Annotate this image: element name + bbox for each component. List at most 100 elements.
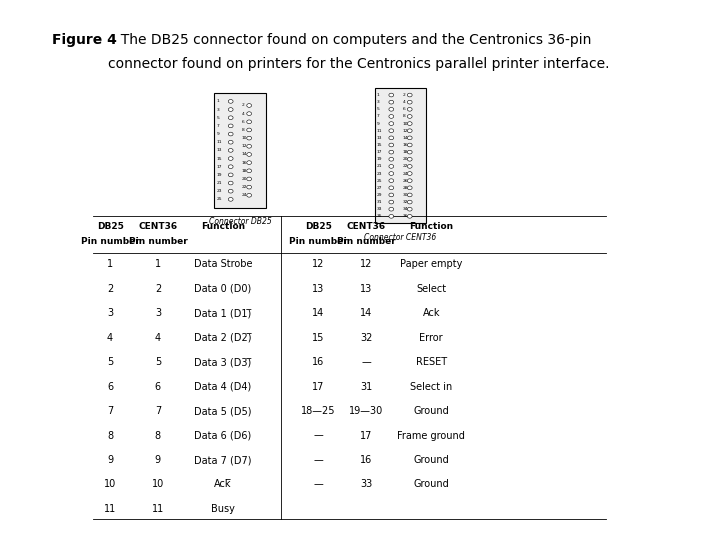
Circle shape [408,214,412,218]
Text: 36: 36 [402,214,408,218]
Text: 1: 1 [155,259,161,269]
Text: 8: 8 [242,128,245,132]
Text: 33: 33 [377,207,382,211]
Circle shape [389,207,394,211]
Text: 11: 11 [152,504,164,514]
Text: 29: 29 [377,193,382,197]
Text: Ground: Ground [413,406,449,416]
Text: Data 0 (D0): Data 0 (D0) [194,284,251,294]
Text: 11: 11 [377,129,382,133]
Circle shape [389,100,394,104]
Circle shape [408,150,412,154]
Text: 8: 8 [402,114,405,118]
Text: 4: 4 [155,333,161,343]
Text: 32: 32 [402,200,408,204]
Text: Error: Error [420,333,443,343]
Text: 1: 1 [107,259,113,269]
Text: 9: 9 [216,132,219,136]
Circle shape [389,114,394,118]
Text: 12: 12 [312,259,325,269]
Text: Pin number: Pin number [129,237,187,246]
Text: 17: 17 [216,165,222,168]
Text: Data Strobe: Data Strobe [194,259,252,269]
Text: 5: 5 [107,357,113,367]
Text: 19: 19 [377,157,382,161]
Circle shape [228,107,233,111]
Bar [215,93,266,207]
Text: CENT36: CENT36 [347,222,386,231]
Text: Ground: Ground [413,480,449,489]
Text: 5: 5 [377,107,380,111]
Bar [375,88,426,224]
Text: Pin number: Pin number [289,237,348,246]
Text: —: — [314,480,323,489]
Text: —: — [314,455,323,465]
Text: 3: 3 [216,107,219,112]
Text: Function: Function [409,222,454,231]
Circle shape [408,129,412,133]
Text: 15: 15 [377,143,382,147]
Text: Data 4 (D4): Data 4 (D4) [194,382,251,392]
Text: connector found on printers for the Centronics parallel printer interface.: connector found on printers for the Cent… [108,57,610,71]
Text: 7: 7 [155,406,161,416]
Text: —: — [314,430,323,441]
Text: 10: 10 [402,122,408,126]
Text: 19: 19 [216,173,222,177]
Text: 17: 17 [377,150,382,154]
Text: 28: 28 [402,186,408,190]
Text: Data 3 (D3)̅: Data 3 (D3)̅ [194,357,251,367]
Circle shape [247,169,251,173]
Text: Select: Select [416,284,446,294]
Text: 23: 23 [377,172,382,176]
Text: 17: 17 [360,430,372,441]
Text: 18—25: 18—25 [301,406,336,416]
Text: 18: 18 [242,169,248,173]
Circle shape [408,157,412,161]
Text: 22: 22 [402,164,408,168]
Text: 10: 10 [152,480,164,489]
Text: 14: 14 [242,152,248,157]
Circle shape [228,124,233,128]
Circle shape [389,107,394,111]
Text: 17: 17 [312,382,325,392]
Text: Connector DB25: Connector DB25 [209,217,271,226]
Circle shape [228,99,233,103]
Text: 2: 2 [155,284,161,294]
Circle shape [408,172,412,176]
Circle shape [389,179,394,183]
Text: 22: 22 [242,185,248,189]
Circle shape [228,116,233,119]
Text: Data 7 (D7): Data 7 (D7) [194,455,251,465]
Text: 13: 13 [377,136,382,140]
Text: 24: 24 [402,172,408,176]
Text: 16: 16 [242,160,248,165]
Circle shape [389,193,394,197]
Text: 16: 16 [360,455,372,465]
Text: 2: 2 [402,93,405,97]
Text: 12: 12 [402,129,408,133]
Text: 12: 12 [360,259,372,269]
Circle shape [408,193,412,197]
Circle shape [389,143,394,147]
Circle shape [247,136,251,140]
Text: RESET: RESET [415,357,447,367]
Text: 14: 14 [360,308,372,318]
Text: 1: 1 [216,99,219,103]
Text: 13: 13 [216,148,222,152]
Text: 10: 10 [104,480,116,489]
Text: Ground: Ground [413,455,449,465]
Text: 1: 1 [377,93,379,97]
Circle shape [389,157,394,161]
Text: The DB25 connector found on computers and the Centronics 36-pin: The DB25 connector found on computers an… [112,33,592,48]
Text: Pin number: Pin number [81,237,140,246]
Text: 7: 7 [377,114,379,118]
Text: 3: 3 [107,308,113,318]
Text: 6: 6 [242,120,245,124]
Text: 2: 2 [107,284,113,294]
Text: 32: 32 [360,333,372,343]
Text: 12: 12 [242,144,248,148]
Circle shape [389,122,394,125]
Circle shape [389,200,394,204]
Text: 14: 14 [402,136,408,140]
Circle shape [228,148,233,152]
